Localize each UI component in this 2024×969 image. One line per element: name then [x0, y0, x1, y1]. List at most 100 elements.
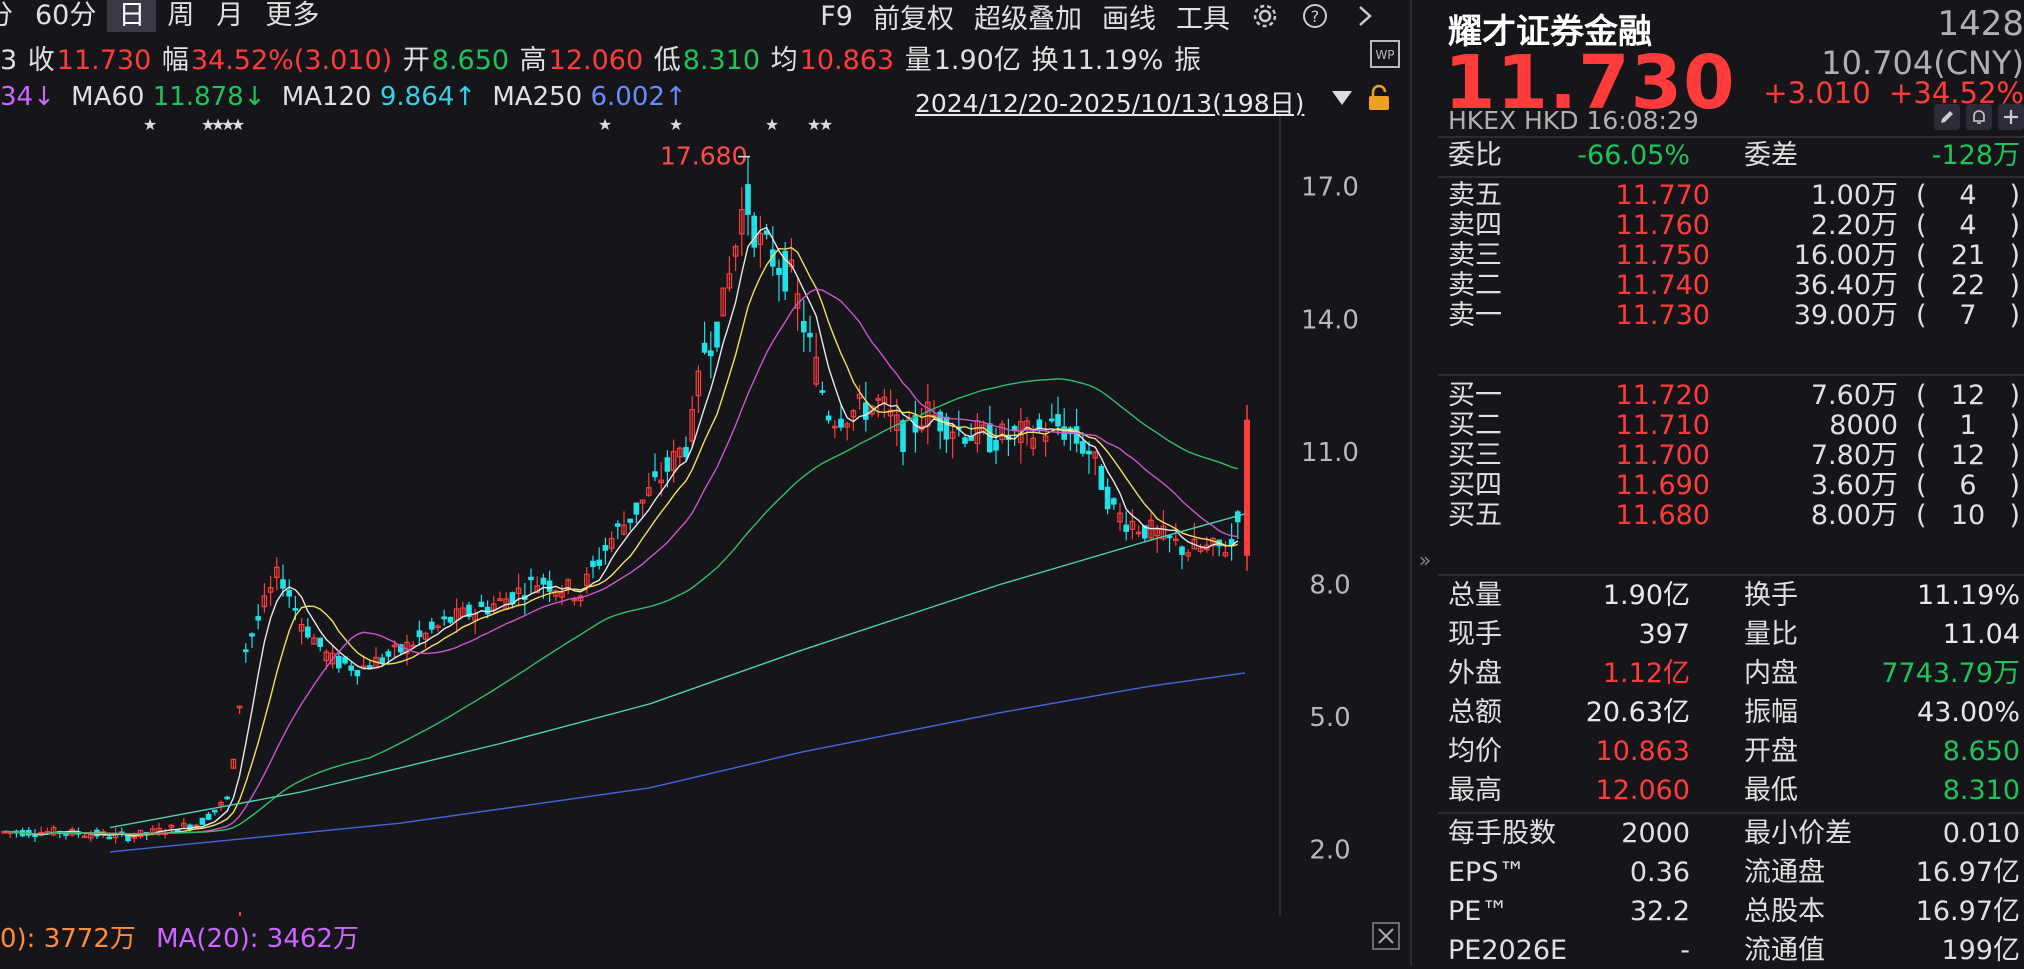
change-abs: +3.010: [1763, 76, 1871, 110]
ask-row[interactable]: 卖一 11.730 39.00万 (7): [1444, 298, 2020, 334]
fundamental-value: 0.010: [1942, 818, 2020, 849]
level-label: 买四: [1448, 470, 1502, 501]
bell-icon[interactable]: [1966, 104, 1992, 130]
draw-button[interactable]: 画线: [1102, 3, 1156, 35]
bid-row[interactable]: 买五 11.680 8.00万 (10): [1444, 498, 2020, 534]
close-icon[interactable]: [1372, 922, 1400, 957]
fundamental-value: 32.2: [1629, 896, 1690, 927]
event-star-icon: ★: [211, 116, 225, 134]
dropdown-triangle-icon[interactable]: [1330, 88, 1354, 112]
candle-body: [255, 616, 262, 621]
candle-body: [1017, 421, 1024, 443]
weibi-row: 委比 -66.05% 委差 -128万: [1444, 138, 2020, 174]
level-label: 卖二: [1448, 270, 1502, 301]
lock-icon[interactable]: [1366, 84, 1392, 116]
stat-row: 总额 20.63亿 振幅 43.00%: [1444, 695, 2020, 731]
candle-body: [1154, 528, 1161, 537]
period-tab-3[interactable]: 周: [167, 0, 195, 31]
candle-body: [515, 587, 522, 594]
stat-value: 43.00%: [1917, 697, 2020, 728]
candle-body: [962, 437, 968, 444]
stat-label: 总额: [1448, 697, 1502, 728]
candle-body: [1179, 546, 1185, 555]
candle-body: [1117, 512, 1123, 523]
ma250-value: 6.002↑: [590, 82, 687, 112]
bid-row[interactable]: 买一 11.720 7.60万 (12): [1444, 378, 2020, 414]
ma5-line: [3, 226, 1239, 837]
level-label: 买二: [1448, 410, 1502, 441]
date-range-link[interactable]: 2024/12/20-2025/10/13(198日): [915, 89, 1305, 118]
candle-body: [602, 545, 609, 551]
period-tab-2[interactable]: 日: [107, 0, 157, 32]
help-icon[interactable]: ?: [1300, 1, 1330, 31]
candle-body: [218, 801, 224, 806]
candle-body: [453, 608, 460, 621]
collapse-arrow-icon[interactable]: »: [1418, 548, 1432, 572]
candle-body: [825, 415, 832, 421]
period-tab-5[interactable]: 更多: [265, 0, 320, 31]
turn-label: 换: [1031, 45, 1059, 76]
low-value: 8.310: [682, 45, 761, 76]
stat-value: 397: [1638, 619, 1690, 650]
candle-body: [447, 616, 454, 623]
add-icon[interactable]: [1998, 104, 2024, 130]
candle-body: [249, 633, 255, 637]
stat-row: 总量 1.90亿 换手 11.19%: [1444, 578, 2020, 614]
period-tab-4[interactable]: 月: [216, 0, 244, 31]
fundamental-value: 16.97亿: [1915, 857, 2020, 888]
gear-icon[interactable]: [1250, 1, 1280, 31]
candle-body: [707, 350, 714, 357]
bid-row[interactable]: 买四 11.690 3.60万 (6): [1444, 468, 2020, 504]
prev-close: 10.704(CNY): [1821, 44, 2024, 82]
candle-body: [633, 502, 640, 515]
period-tab-0[interactable]: 分: [0, 0, 24, 32]
fundamental-label: PE2026E: [1448, 935, 1568, 966]
y-tick-label: 14.0: [1301, 305, 1359, 335]
level-volume: 2.20万: [1810, 210, 1898, 241]
candle-body: [738, 209, 745, 235]
candle-body: [236, 705, 243, 709]
chevron-right-icon[interactable]: [1350, 1, 1380, 31]
edit-icon[interactable]: [1934, 104, 1960, 130]
bid-row[interactable]: 买二 11.710 8000 (1): [1444, 408, 2020, 444]
tools-button[interactable]: 工具: [1176, 3, 1230, 35]
candle-body: [466, 604, 472, 617]
high-label: 高: [519, 45, 547, 76]
candle-body: [608, 537, 615, 549]
candlestick-chart[interactable]: 17.014.011.08.05.02.017.680★ ★★★★ ★ ★ ★ ★★: [0, 116, 1410, 916]
level-volume: 3.60万: [1810, 470, 1898, 501]
period-tab-1[interactable]: 60分: [35, 0, 97, 31]
adjust-button[interactable]: 前复权: [873, 3, 954, 35]
open-label: 开: [402, 45, 430, 76]
candle-body: [949, 431, 956, 439]
panel-divider[interactable]: [1410, 0, 1412, 966]
candle-body: [205, 813, 212, 820]
ask-row[interactable]: 卖五 11.770 1.00万 (4): [1444, 178, 2020, 214]
candle-body: [379, 657, 386, 664]
low-label: 低: [653, 45, 681, 76]
level-price: 11.740: [1615, 270, 1710, 301]
wp-icon[interactable]: WP: [1370, 40, 1400, 75]
ma-legend: 34↓ MA60 11.878↓ MA120 9.864↑ MA250 6.00…: [0, 82, 1410, 116]
fundamental-row: PE™ 32.2 总股本 16.97亿: [1444, 894, 2020, 930]
level-price: 11.700: [1615, 440, 1710, 471]
ask-row[interactable]: 卖二 11.740 36.40万 (22): [1444, 268, 2020, 304]
candle-body: [664, 457, 671, 472]
ask-row[interactable]: 卖四 11.760 2.20万 (4): [1444, 208, 2020, 244]
f9-button[interactable]: F9: [820, 0, 853, 32]
fundamental-value: 16.97亿: [1915, 896, 2020, 927]
bid-row[interactable]: 买三 11.700 7.80万 (12): [1444, 438, 2020, 474]
candle-body: [261, 595, 268, 608]
candle-body: [1222, 552, 1229, 557]
level-label: 买五: [1448, 500, 1502, 531]
ask-row[interactable]: 卖三 11.750 16.00万 (21): [1444, 238, 2020, 274]
candle-body: [831, 425, 838, 429]
level-orders: (22): [1916, 270, 2020, 301]
level-volume: 16.00万: [1793, 240, 1898, 271]
stat-label: 最高: [1448, 775, 1502, 806]
candle-body: [416, 630, 423, 638]
divider: [1438, 812, 2024, 814]
overlay-button[interactable]: 超级叠加: [974, 3, 1082, 35]
amplitude-label: 振: [1173, 45, 1201, 76]
